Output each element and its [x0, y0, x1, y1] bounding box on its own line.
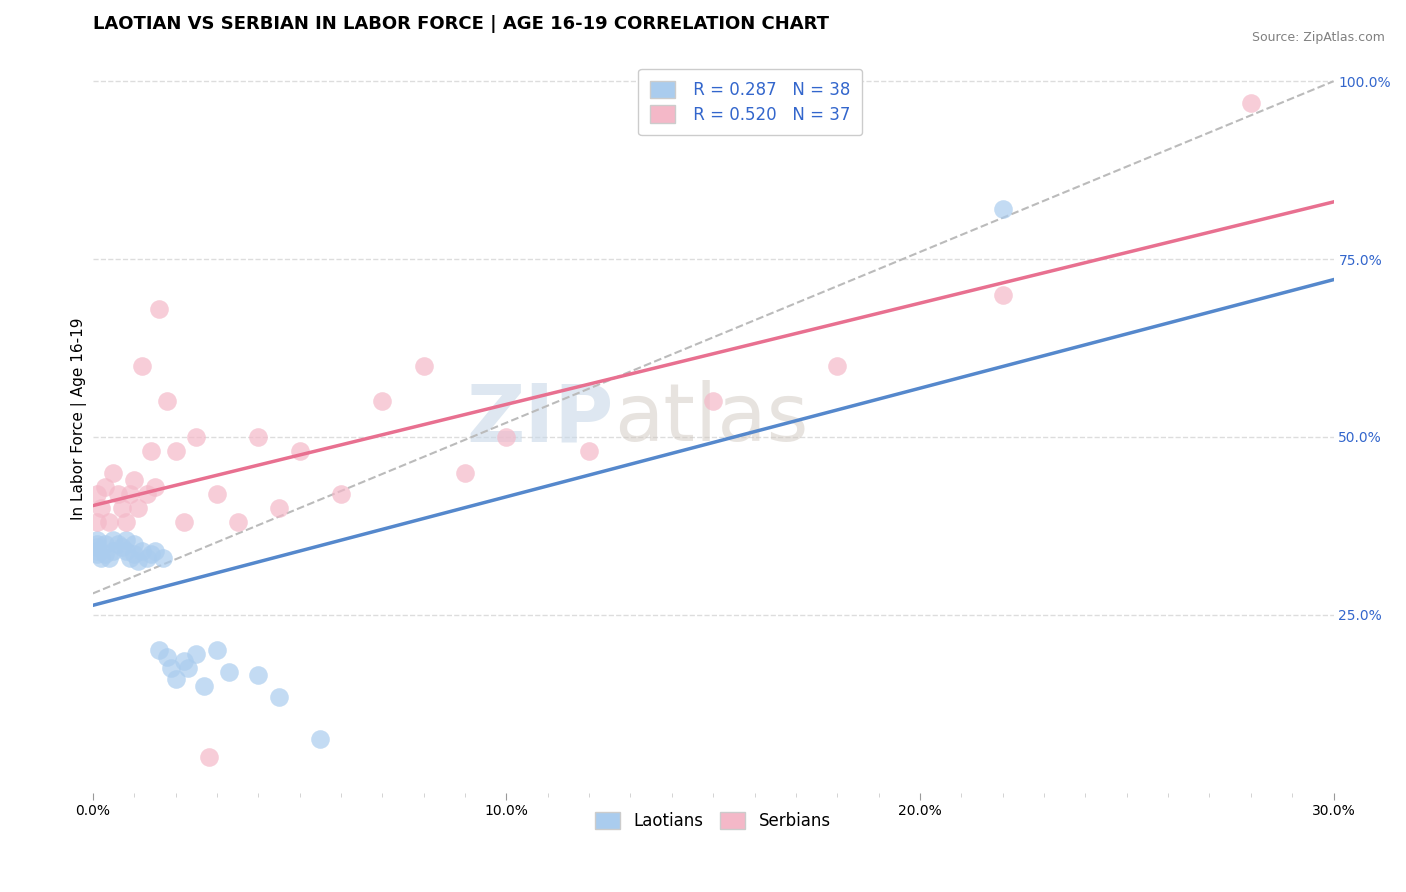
Point	[86, 487, 108, 501]
Point	[86, 533, 108, 547]
Point	[173, 516, 195, 530]
Point	[115, 543, 138, 558]
Point	[131, 543, 153, 558]
Point	[103, 543, 125, 558]
Point	[139, 444, 162, 458]
Text: ZIP: ZIP	[467, 380, 614, 458]
Point	[107, 536, 129, 550]
Point	[86, 536, 108, 550]
Point	[702, 394, 724, 409]
Point	[90, 501, 112, 516]
Point	[193, 679, 215, 693]
Point	[991, 287, 1014, 301]
Point	[115, 516, 138, 530]
Point	[160, 661, 183, 675]
Point	[218, 665, 240, 679]
Point	[205, 643, 228, 657]
Point	[122, 473, 145, 487]
Point	[115, 533, 138, 547]
Point	[103, 466, 125, 480]
Point	[226, 516, 249, 530]
Point	[1240, 95, 1263, 110]
Point	[131, 359, 153, 373]
Point	[329, 487, 352, 501]
Point	[86, 540, 108, 554]
Point	[103, 533, 125, 547]
Point	[309, 732, 332, 747]
Point	[148, 643, 170, 657]
Point	[288, 444, 311, 458]
Point	[156, 650, 179, 665]
Point	[991, 202, 1014, 217]
Point	[127, 501, 149, 516]
Point	[165, 672, 187, 686]
Point	[111, 501, 134, 516]
Point	[90, 550, 112, 565]
Point	[177, 661, 200, 675]
Text: LAOTIAN VS SERBIAN IN LABOR FORCE | AGE 16-19 CORRELATION CHART: LAOTIAN VS SERBIAN IN LABOR FORCE | AGE …	[93, 15, 828, 33]
Point	[143, 543, 166, 558]
Point	[107, 487, 129, 501]
Point	[186, 430, 208, 444]
Text: atlas: atlas	[614, 380, 808, 458]
Point	[135, 487, 157, 501]
Point	[94, 547, 117, 561]
Point	[495, 430, 517, 444]
Point	[454, 466, 477, 480]
Point	[165, 444, 187, 458]
Point	[197, 750, 219, 764]
Point	[152, 550, 174, 565]
Point	[111, 540, 134, 554]
Point	[98, 516, 121, 530]
Legend: Laotians, Serbians: Laotians, Serbians	[589, 805, 838, 837]
Point	[135, 550, 157, 565]
Point	[127, 554, 149, 568]
Point	[267, 501, 290, 516]
Point	[267, 690, 290, 704]
Point	[143, 480, 166, 494]
Point	[156, 394, 179, 409]
Point	[825, 359, 848, 373]
Text: Source: ZipAtlas.com: Source: ZipAtlas.com	[1251, 31, 1385, 45]
Point	[205, 487, 228, 501]
Point	[371, 394, 394, 409]
Point	[139, 547, 162, 561]
Point	[186, 647, 208, 661]
Point	[148, 301, 170, 316]
Point	[98, 550, 121, 565]
Point	[122, 547, 145, 561]
Point	[247, 668, 270, 682]
Point	[86, 547, 108, 561]
Point	[247, 430, 270, 444]
Point	[122, 536, 145, 550]
Y-axis label: In Labor Force | Age 16-19: In Labor Force | Age 16-19	[72, 318, 87, 520]
Point	[118, 487, 141, 501]
Point	[578, 444, 600, 458]
Point	[412, 359, 434, 373]
Point	[86, 543, 108, 558]
Point	[94, 480, 117, 494]
Point	[118, 550, 141, 565]
Point	[173, 654, 195, 668]
Point	[86, 516, 108, 530]
Point	[94, 536, 117, 550]
